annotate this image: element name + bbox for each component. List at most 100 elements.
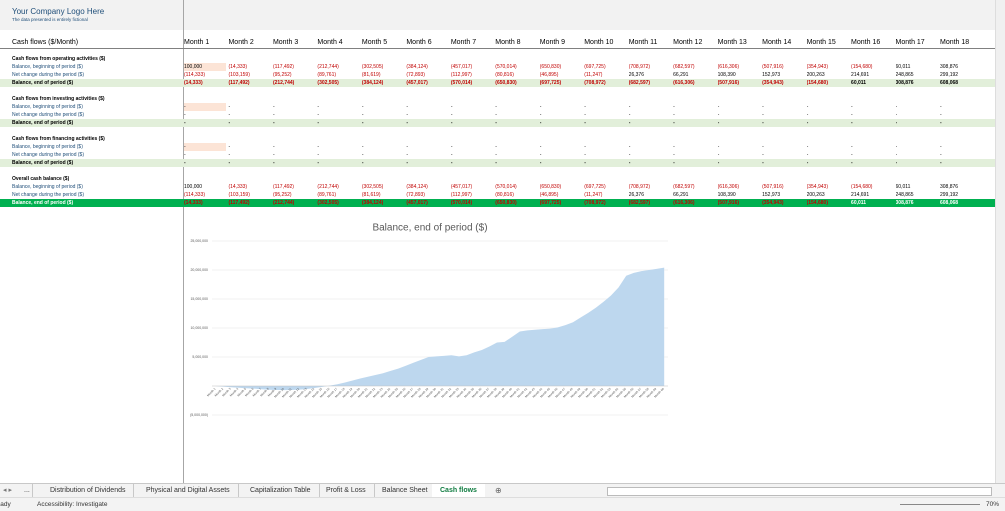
table-cell: (570,014) (495, 64, 517, 70)
table-cell: - (806, 152, 809, 158)
table-cell: - (539, 160, 542, 166)
table-cell: - (717, 112, 720, 118)
frozen-line (183, 0, 184, 483)
table-cell: (708,972) (584, 200, 606, 206)
table-cell: (302,505) (361, 64, 384, 70)
table-cell: - (939, 152, 942, 158)
table-cell: 26,376 (628, 72, 644, 78)
table-cell: - (495, 104, 497, 110)
table-cell: - (272, 152, 275, 158)
x-tick-label: Month 4 (229, 387, 240, 398)
table-cell: - (584, 160, 586, 166)
x-tick-label: Month 21 (357, 387, 369, 399)
table-cell: (697,725) (539, 80, 562, 86)
sheet-tab[interactable]: Balance Sheet (374, 484, 437, 497)
row-band (0, 159, 995, 167)
zoom-level[interactable]: 70% (986, 501, 1000, 508)
table-cell: (46,895) (539, 192, 559, 198)
month-header: Month 6 (406, 39, 432, 46)
table-cell: - (628, 104, 631, 110)
x-tick-label: Month 57 (630, 387, 642, 399)
table-cell: (682,597) (673, 64, 695, 70)
table-cell: (14,333) (184, 200, 203, 206)
table-cell: (112,997) (450, 72, 472, 78)
table-cell: - (495, 112, 497, 118)
table-cell: (302,505) (317, 80, 339, 86)
month-header: Month 17 (895, 39, 925, 46)
accessibility[interactable]: Accessibility: Investigate (37, 501, 108, 508)
x-tick-label: Month 29 (418, 387, 430, 399)
zoom-slider[interactable] (900, 504, 980, 505)
table-cell: - (317, 144, 320, 150)
table-cell: (507,916) (762, 64, 784, 70)
sheet-tabs: ◂ ▸ ⊕ ... Distribution of Dividends Physic… (0, 483, 1005, 499)
table-cell: (697,725) (584, 184, 606, 190)
x-tick-label: Month 16 (319, 387, 331, 399)
table-cell: - (184, 103, 227, 111)
x-tick-label: Month 54 (608, 387, 620, 399)
table-cell: - (628, 112, 631, 118)
y-tick-label: 5,000,000 (192, 355, 208, 359)
table-cell: (11,247) (584, 72, 603, 78)
table-cell: (616,306) (673, 200, 695, 206)
table-cell: - (584, 104, 586, 110)
sheet-tab[interactable]: Capitalization Table (242, 484, 320, 497)
x-tick-label: Month 43 (524, 387, 536, 399)
table-cell: - (939, 112, 942, 118)
x-tick-label: Month 47 (554, 387, 566, 399)
x-tick-label: Month 30 (425, 387, 437, 399)
table-cell: - (272, 144, 275, 150)
table-cell: - (851, 152, 853, 158)
table-cell: - (228, 104, 231, 110)
table-cell: (457,017) (450, 64, 473, 70)
month-header: Month 9 (539, 39, 566, 46)
table-cell: (384,124) (361, 200, 384, 206)
table-cell: - (272, 112, 275, 118)
table-cell: (14,333) (228, 64, 248, 70)
row-label: Balance, end of period ($) (12, 200, 74, 206)
y-tick-label: 25,000,000 (190, 239, 208, 243)
h-scrollbar[interactable] (607, 487, 992, 496)
table-cell: - (628, 160, 631, 166)
table-cell: (302,505) (317, 200, 339, 206)
table-cell: (117,492) (272, 184, 294, 190)
table-cell: - (450, 120, 453, 126)
sheet-tab[interactable]: Physical and Digital Assets (138, 484, 239, 497)
x-tick-label: Month 27 (402, 387, 414, 399)
sheet-tab[interactable]: ... (22, 484, 33, 497)
sheet-tab[interactable]: Distribution of Dividends (42, 484, 135, 497)
month-header: Month 2 (228, 39, 254, 46)
table-cell: - (806, 144, 809, 150)
table-cell: (154,680) (851, 64, 873, 70)
table-cell: - (717, 104, 720, 110)
x-tick-label: Month 60 (653, 387, 665, 399)
table-cell: 108,390 (717, 192, 736, 198)
add-sheet[interactable]: ⊕ (495, 486, 502, 495)
table-cell: 100,000 (184, 184, 203, 190)
table-cell: - (584, 152, 586, 158)
x-tick-label: Month 49 (570, 387, 582, 399)
table-cell: (697,725) (539, 200, 562, 206)
x-tick-label: Month 26 (395, 387, 407, 399)
table-cell: 608,068 (939, 200, 959, 206)
table-cell: (154,680) (851, 184, 873, 190)
x-tick-label: Month 58 (638, 387, 650, 399)
vertical-scrollbar[interactable] (995, 0, 1005, 483)
section-title: Cash flows from financing activities ($) (12, 136, 105, 142)
table-cell: 308,876 (939, 184, 959, 190)
note-text: The data presented is entirely fictional (12, 17, 88, 22)
tab-nav[interactable]: ◂ ▸ (3, 487, 12, 494)
table-cell: - (228, 152, 231, 158)
x-tick-label: Month 11 (281, 387, 293, 399)
sheet-tab[interactable]: Profit & Loss (318, 484, 375, 497)
table-cell: - (939, 144, 942, 150)
table-cell: - (361, 152, 364, 158)
row-label: Balance, end of period ($) (12, 120, 74, 126)
status-ready: Ready (0, 501, 11, 508)
table-cell: 26,376 (628, 192, 644, 198)
table-cell: - (762, 152, 764, 158)
table-cell: - (806, 160, 809, 166)
x-tick-label: Month 18 (334, 387, 346, 399)
x-tick-label: Month 50 (577, 387, 589, 399)
table-cell: 608,068 (939, 80, 959, 86)
